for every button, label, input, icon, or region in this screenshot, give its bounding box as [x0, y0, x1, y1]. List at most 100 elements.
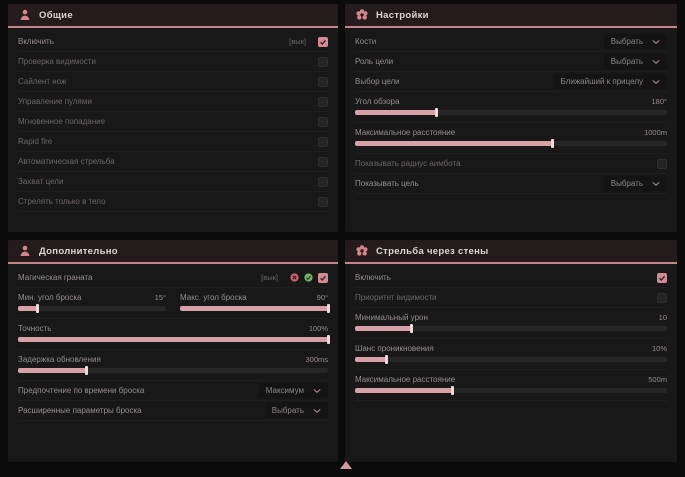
slider-pair-row: Мин. угол броска 15° Макс. угол броска 90°	[18, 288, 330, 319]
dropdown[interactable]: Выбрать	[264, 403, 328, 418]
keybind-label: [вык]	[261, 273, 278, 282]
green-badge-icon[interactable]	[304, 273, 313, 282]
checkbox-row: Проверка видимости	[18, 52, 328, 72]
slider-fill	[18, 337, 328, 342]
checkbox[interactable]	[657, 272, 667, 283]
checkbox[interactable]	[318, 272, 328, 283]
slider-value: 300ms	[305, 355, 328, 364]
row-label: Стрелять только в тело	[18, 197, 106, 206]
panel-additional: Дополнительно Магическая граната [вык] Мин…	[8, 240, 338, 462]
row-label: Сайлент нож	[18, 77, 67, 86]
checkbox[interactable]	[318, 176, 328, 187]
checkbox[interactable]	[318, 116, 328, 127]
chevron-down-icon	[313, 388, 321, 394]
slider-handle[interactable]	[410, 324, 414, 333]
checkbox-row: Захват цели	[18, 172, 328, 192]
checkbox-row: Управление пулями	[18, 92, 328, 112]
slider[interactable]	[180, 304, 330, 313]
slider-handle[interactable]	[550, 139, 554, 148]
dropdown-row: Показывать цель Выбрать	[355, 174, 667, 194]
dropdown[interactable]: Выбрать	[603, 54, 667, 69]
slider-row: Максимальное расстояние 1000m	[355, 123, 667, 154]
row-label: Приоритет видимости	[355, 293, 437, 302]
slider[interactable]	[355, 324, 667, 333]
row-label: Выбор цели	[355, 77, 400, 86]
row-controls: Выбрать	[264, 403, 328, 418]
slider[interactable]	[355, 108, 667, 117]
slider[interactable]	[18, 304, 166, 313]
dropdown[interactable]: Выбрать	[603, 176, 667, 191]
slider[interactable]	[18, 335, 330, 344]
row-controls	[318, 56, 328, 67]
checkbox[interactable]	[318, 56, 328, 67]
flower-icon	[356, 9, 368, 21]
slider-header: Максимальное расстояние 1000m	[355, 127, 667, 138]
slider-handle[interactable]	[327, 304, 330, 313]
row-controls	[657, 272, 667, 283]
slider-header: Мин. угол броска 15°	[18, 292, 166, 303]
slider-fill	[355, 141, 552, 146]
slider[interactable]	[18, 366, 328, 375]
panel-settings: Настройки Кости Выбрать Роль цели Выбрать Вы…	[345, 4, 677, 232]
row-controls: Ближайший к прицелу	[553, 74, 667, 89]
dropdown[interactable]: Выбрать	[603, 34, 667, 49]
slider-row: Максимальное расстояние 500m	[355, 370, 667, 401]
red-badge-icon[interactable]	[290, 273, 299, 282]
slider-handle[interactable]	[435, 108, 439, 117]
slider-fill	[18, 306, 38, 311]
row-label: Rapid fire	[18, 137, 53, 146]
slider-handle[interactable]	[327, 335, 330, 344]
panel-wallshot-header: Стрельба через стены	[345, 240, 677, 264]
row-label: Включить	[355, 273, 391, 282]
dropdown-value: Выбрать	[610, 57, 643, 66]
panel-settings-header: Настройки	[345, 4, 677, 28]
slider[interactable]	[355, 386, 667, 395]
chevron-down-icon	[313, 408, 321, 414]
panel-title: Настройки	[376, 9, 429, 21]
checkbox[interactable]	[318, 36, 328, 47]
row-controls	[318, 136, 328, 147]
row-controls	[657, 292, 667, 303]
checkbox[interactable]	[318, 156, 328, 167]
slider-handle[interactable]	[385, 355, 389, 364]
row-label: Показывать цель	[355, 179, 419, 188]
checkbox[interactable]	[657, 292, 667, 303]
slider-label: Мин. угол броска	[18, 293, 82, 302]
row-controls	[318, 76, 328, 87]
row-controls: Максимум	[258, 383, 328, 398]
slider-header: Точность 100%	[18, 323, 328, 334]
row-label: Захват цели	[18, 177, 64, 186]
slider-handle[interactable]	[85, 366, 89, 375]
dropdown-row: Кости Выбрать	[355, 32, 667, 52]
slider-label: Точность	[18, 324, 52, 333]
row-controls	[318, 176, 328, 187]
dropdown-row: Выбор цели Ближайший к прицелу	[355, 72, 667, 92]
panel-general-header: Общие	[8, 4, 338, 28]
slider-value: 500m	[648, 375, 667, 384]
row-controls	[318, 156, 328, 167]
slider-handle[interactable]	[36, 304, 40, 313]
dropdown[interactable]: Максимум	[258, 383, 328, 398]
checkbox[interactable]	[318, 96, 328, 107]
chevron-down-icon	[652, 79, 660, 85]
checkbox[interactable]	[657, 158, 667, 169]
slider-fill	[355, 326, 412, 331]
checkbox[interactable]	[318, 76, 328, 87]
panel-wallshot-body: Включить Приоритет видимости Минимальный у…	[345, 264, 677, 401]
row-controls	[318, 116, 328, 127]
checkbox[interactable]	[318, 196, 328, 207]
dropdown[interactable]: Ближайший к прицелу	[553, 74, 667, 89]
menu-arrow-icon[interactable]	[340, 461, 352, 469]
checkbox-row: Мгновенное попадание	[18, 112, 328, 132]
person-icon	[19, 245, 31, 257]
slider-value: 10	[658, 313, 667, 322]
slider-handle[interactable]	[450, 386, 454, 395]
slider[interactable]	[355, 355, 667, 364]
panel-general-body: Включить [вык] Проверка видимости Сайлент н…	[8, 28, 338, 212]
row-controls: [вык]	[261, 272, 328, 283]
slider-label: Максимальное расстояние	[355, 375, 456, 384]
slider-fill	[355, 110, 437, 115]
checkbox[interactable]	[318, 136, 328, 147]
slider[interactable]	[355, 139, 667, 148]
row-controls: Выбрать	[603, 34, 667, 49]
